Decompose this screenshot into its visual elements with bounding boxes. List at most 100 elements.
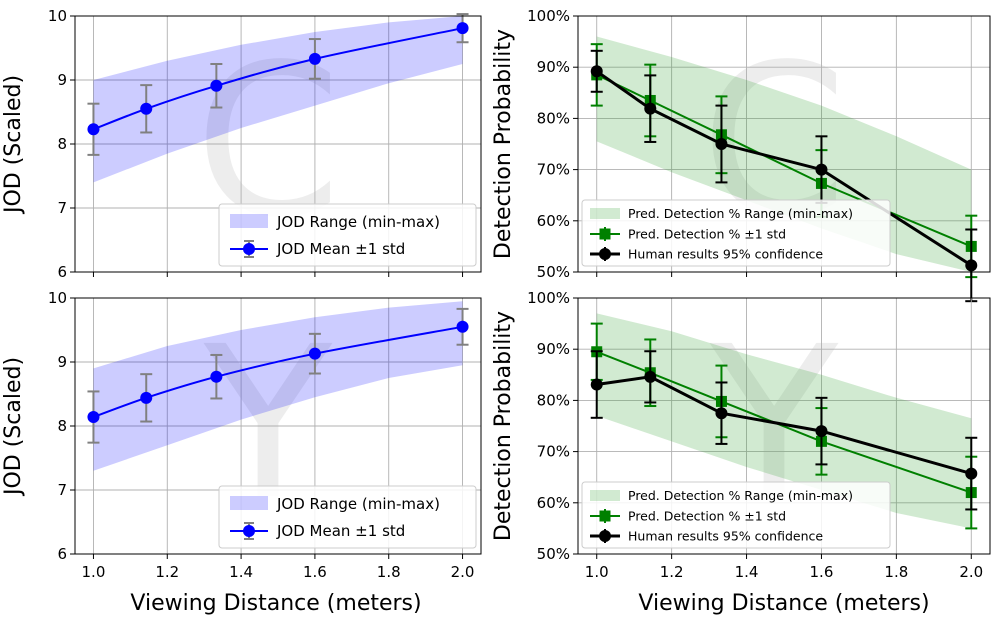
- data-point: [456, 320, 469, 333]
- data-point: [87, 411, 100, 424]
- data-point: [715, 407, 728, 420]
- legend-label-series: JOD Mean ±1 std: [276, 240, 405, 258]
- series-0: [87, 307, 469, 444]
- series-1: [590, 350, 978, 511]
- y-tick-label: 8: [57, 417, 67, 435]
- x-tick-label: 1.6: [810, 563, 834, 581]
- panel-detection-c: C50%60%70%80%90%100%Detection Probabilit…: [491, 7, 991, 303]
- legend-box: [218, 485, 477, 549]
- data-point: [140, 391, 153, 404]
- x-tick-label: 1.4: [735, 563, 759, 581]
- legend-label-series: JOD Mean ±1 std: [276, 522, 405, 540]
- y-tick-label: 9: [57, 353, 67, 371]
- x-tick-label: 1.2: [155, 563, 179, 581]
- legend-label-series: Human results 95% confidence: [628, 247, 823, 262]
- data-point: [715, 138, 728, 150]
- y-axis-label: Detection Probability: [491, 311, 516, 541]
- legend-swatch-marker: [599, 530, 611, 542]
- y-tick-label: 90%: [537, 58, 570, 76]
- data-point: [644, 102, 657, 115]
- axes-frame: [577, 15, 991, 273]
- data-point: [815, 163, 828, 176]
- legend-label-series: Pred. Detection % ±1 std: [628, 509, 786, 524]
- axes-frame: [577, 297, 991, 555]
- x-tick-label: 1.6: [303, 563, 327, 581]
- y-tick-label: 50%: [537, 545, 570, 563]
- x-tick-label: 1.2: [660, 563, 684, 581]
- data-point: [590, 65, 603, 78]
- y-axis-label: Detection Probability: [491, 29, 516, 259]
- series-0: [87, 13, 469, 156]
- xlabel-right: Viewing Distance (meters): [638, 591, 929, 616]
- legend: JOD Range (min-max) JOD Mean ±1 std: [218, 485, 477, 549]
- series-line: [93, 27, 463, 131]
- x-tick-label: 1.0: [585, 563, 609, 581]
- legend-label-band: Pred. Detection % Range (min-max): [628, 206, 853, 221]
- x-tick-label: 1.0: [82, 563, 106, 581]
- legend-swatch-marker: [599, 510, 611, 522]
- x-tick-label: 1.8: [884, 563, 908, 581]
- legend: JOD Range (min-max) JOD Mean ±1 std: [218, 203, 477, 267]
- data-point: [456, 22, 469, 35]
- range-band: [596, 313, 972, 529]
- y-tick-label: 10: [48, 289, 67, 307]
- y-tick-label: 100%: [527, 7, 570, 25]
- xlabel-left: Viewing Distance (meters): [130, 591, 421, 616]
- y-tick-label: 80%: [537, 391, 570, 409]
- legend-label-series: Pred. Detection % ±1 std: [628, 227, 786, 242]
- legend-label-series: Human results 95% confidence: [628, 529, 823, 544]
- y-tick-label: 80%: [537, 109, 570, 127]
- y-axis-label: JOD (Scaled): [1, 357, 26, 497]
- data-point: [210, 79, 223, 92]
- y-axis-label: JOD (Scaled): [1, 75, 26, 215]
- data-point: [308, 347, 321, 360]
- legend-swatch-band: [230, 214, 268, 228]
- data-point: [210, 370, 223, 383]
- legend-label-band: Pred. Detection % Range (min-max): [628, 488, 853, 503]
- y-tick-label: 70%: [537, 443, 570, 461]
- y-tick-label: 60%: [537, 212, 570, 230]
- legend-swatch-marker: [599, 248, 611, 260]
- legend-swatch-band: [590, 208, 620, 219]
- y-tick-label: 70%: [537, 161, 570, 179]
- legend-label-band: JOD Range (min-max): [276, 495, 440, 513]
- legend-swatch-marker: [599, 228, 611, 240]
- legend-box: [581, 481, 891, 549]
- series-line: [93, 325, 463, 418]
- legend-box: [218, 203, 477, 267]
- data-point: [87, 123, 100, 136]
- range-band: [93, 16, 463, 183]
- y-tick-label: 7: [57, 481, 67, 499]
- legend-swatch-marker: [243, 525, 255, 537]
- panel-detection-y: Y1.0 1.2 1.4 1.6 1.8 2.050%60%70%80%90%100%De…: [491, 289, 991, 581]
- legend-swatch-band: [230, 496, 268, 510]
- legend: Pred. Detection % Range (min-max) Pred. D…: [581, 481, 891, 549]
- y-tick-label: 10: [48, 7, 67, 25]
- data-point: [965, 259, 978, 272]
- x-tick-label: 1.4: [229, 563, 253, 581]
- y-tick-label: 60%: [537, 494, 570, 512]
- legend-box: [581, 199, 891, 267]
- y-tick-label: 90%: [537, 340, 570, 358]
- y-tick-label: 6: [57, 545, 67, 563]
- x-tick-label: 1.8: [377, 563, 401, 581]
- y-tick-label: 6: [57, 263, 67, 281]
- data-point: [644, 370, 657, 383]
- data-point: [308, 52, 321, 65]
- y-tick-label: 100%: [527, 289, 570, 307]
- y-tick-label: 7: [57, 199, 67, 217]
- y-tick-label: 8: [57, 135, 67, 153]
- legend: Pred. Detection % Range (min-max) Pred. D…: [581, 199, 891, 267]
- x-tick-label: 2.0: [959, 563, 983, 581]
- y-tick-label: 50%: [537, 263, 570, 281]
- x-tick-label: 2.0: [451, 563, 475, 581]
- data-point: [590, 378, 603, 391]
- legend-swatch-marker: [243, 243, 255, 255]
- data-point: [815, 425, 828, 438]
- y-tick-label: 9: [57, 71, 67, 89]
- data-point: [140, 102, 153, 115]
- data-point: [965, 467, 978, 480]
